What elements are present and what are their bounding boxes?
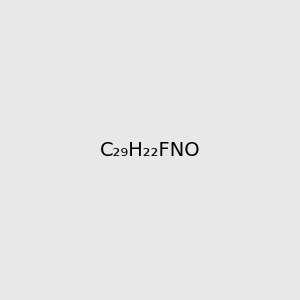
- Text: C₂₉H₂₂FNO: C₂₉H₂₂FNO: [100, 140, 200, 160]
